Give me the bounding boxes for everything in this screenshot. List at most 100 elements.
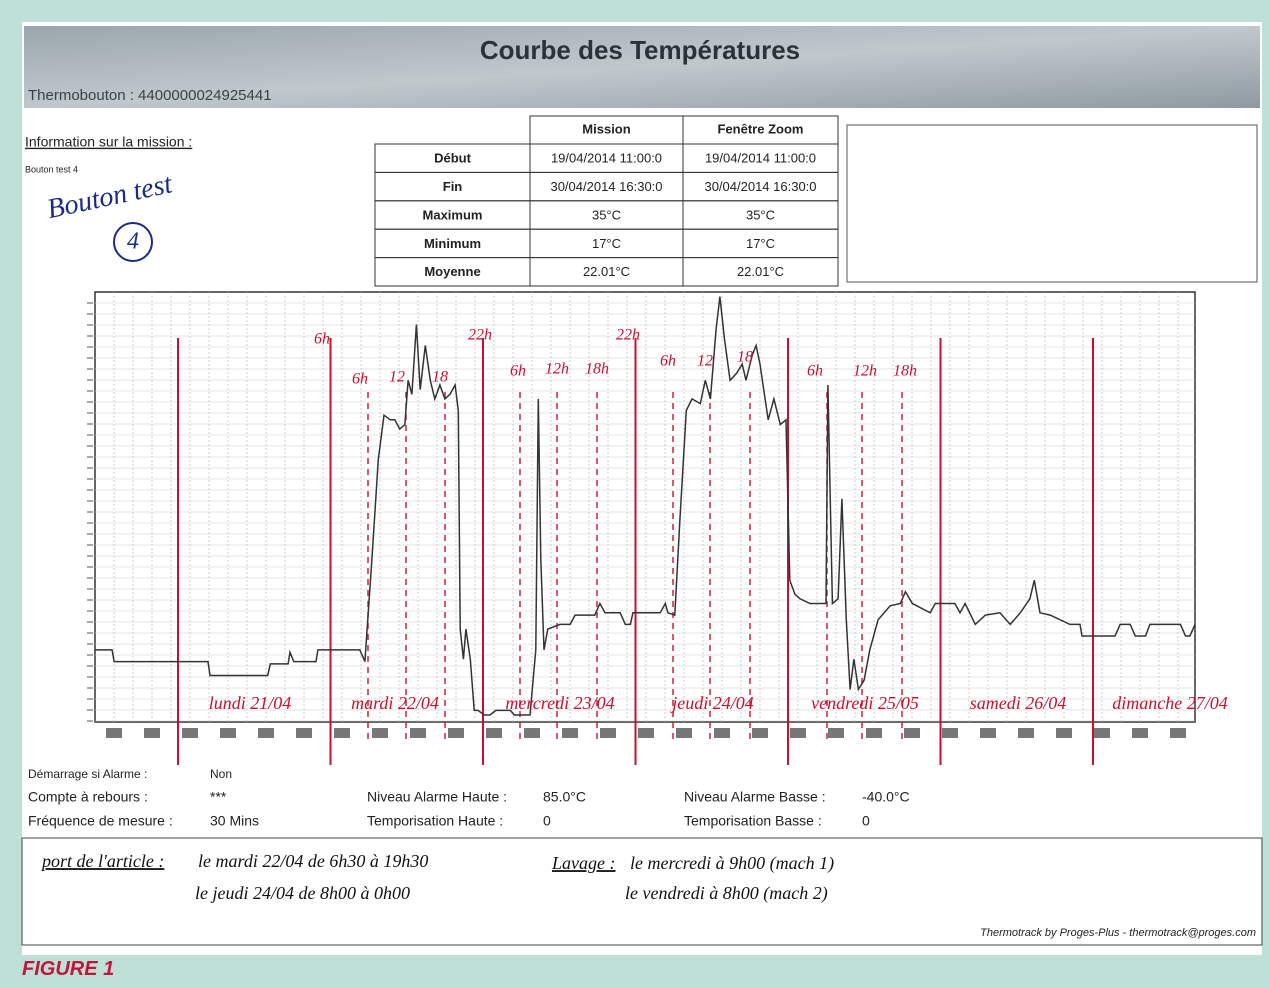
note-label: port de l'article : bbox=[40, 851, 164, 871]
day-label: dimanche 27/04 bbox=[1112, 693, 1227, 713]
x-axis-notch bbox=[486, 728, 502, 738]
hour-label: 22h bbox=[468, 327, 492, 344]
x-axis-notch bbox=[562, 728, 578, 738]
setting-label: Niveau Alarme Haute : bbox=[367, 789, 507, 805]
x-axis-notch bbox=[790, 728, 806, 738]
day-label: vendredi 25/05 bbox=[811, 693, 919, 713]
x-axis-notch bbox=[220, 728, 236, 738]
table-column-header: Fenêtre Zoom bbox=[718, 121, 804, 136]
x-axis-notch bbox=[942, 728, 958, 738]
body: Courbe des Températures Thermobouton : 4… bbox=[0, 0, 1270, 988]
temperature-line bbox=[95, 297, 1195, 715]
setting-value: -40.0°C bbox=[862, 789, 910, 805]
day-label: jeudi 24/04 bbox=[670, 693, 754, 713]
page: Courbe des Températures {"header": {"tit… bbox=[0, 0, 1270, 988]
table-row-label: Fin bbox=[443, 179, 463, 194]
setting-label: Temporisation Basse : bbox=[684, 813, 822, 829]
x-axis-notch bbox=[448, 728, 464, 738]
setting-value: Non bbox=[210, 767, 232, 781]
hour-label: 6h bbox=[510, 363, 526, 380]
table-cell: 30/04/2014 16:30:0 bbox=[704, 179, 816, 194]
hour-label: 12h bbox=[545, 361, 569, 378]
hour-label: 12h bbox=[853, 363, 877, 380]
setting-label: Niveau Alarme Basse : bbox=[684, 789, 826, 805]
x-axis-notch bbox=[524, 728, 540, 738]
note-label: Lavage : bbox=[551, 853, 615, 873]
x-axis-notch bbox=[1056, 728, 1072, 738]
hour-label: 18h bbox=[585, 361, 609, 378]
page-drawing: Courbe des Températures Thermobouton : 4… bbox=[0, 0, 1270, 988]
x-axis-notch bbox=[334, 728, 350, 738]
x-axis-notch bbox=[1170, 728, 1186, 738]
handwritten-number: 4 bbox=[127, 229, 139, 255]
table-row-label: Minimum bbox=[424, 236, 481, 251]
hour-label: 6h bbox=[660, 353, 676, 370]
x-axis-notch bbox=[600, 728, 616, 738]
x-axis-notch bbox=[904, 728, 920, 738]
device-id: Thermobouton : 4400000024925441 bbox=[28, 87, 272, 104]
setting-value: 0 bbox=[862, 813, 870, 829]
note-line: le jeudi 24/04 de 8h00 à 0h00 bbox=[195, 883, 410, 903]
hour-label: 12 bbox=[697, 353, 713, 370]
mission-name: Bouton test 4 bbox=[25, 164, 78, 174]
x-axis-notch bbox=[828, 728, 844, 738]
x-axis-notch bbox=[106, 728, 122, 738]
setting-label: Démarrage si Alarme : bbox=[28, 767, 147, 781]
table-cell: 35°C bbox=[746, 207, 775, 222]
setting-label: Compte à rebours : bbox=[28, 789, 148, 805]
x-axis-notch bbox=[1132, 728, 1148, 738]
hour-label: 22h bbox=[616, 327, 640, 344]
day-label: samedi 26/04 bbox=[970, 693, 1067, 713]
x-axis-notch bbox=[980, 728, 996, 738]
x-axis-notch bbox=[144, 728, 160, 738]
note-line: le vendredi à 8h00 (mach 2) bbox=[625, 883, 828, 904]
hour-label: 6h bbox=[807, 363, 823, 380]
x-axis-notch bbox=[676, 728, 692, 738]
table-cell: 22.01°C bbox=[583, 264, 630, 279]
x-axis-notch bbox=[638, 728, 654, 738]
hour-label: 18 bbox=[432, 369, 448, 386]
x-axis-notch bbox=[258, 728, 274, 738]
x-axis-notch bbox=[1094, 728, 1110, 738]
caption: FIGURE 1 bbox=[22, 958, 114, 981]
setting-value: *** bbox=[210, 789, 227, 805]
footer: Thermotrack by Proges-Plus - thermotrack… bbox=[980, 927, 1256, 939]
x-axis-notch bbox=[410, 728, 426, 738]
note-line: le mercredi à 9h00 (mach 1) bbox=[630, 853, 834, 874]
day-label: mardi 22/04 bbox=[351, 693, 439, 713]
table-cell: 19/04/2014 11:00:0 bbox=[551, 151, 662, 166]
handwritten-name: Bouton test bbox=[44, 168, 176, 225]
table-cell: 30/04/2014 16:30:0 bbox=[550, 179, 662, 194]
setting-value: 30 Mins bbox=[210, 813, 259, 829]
table-cell: 35°C bbox=[592, 207, 621, 222]
x-axis-notch bbox=[1018, 728, 1034, 738]
note-line: le mardi 22/04 de 6h30 à 19h30 bbox=[198, 851, 428, 871]
x-axis-notch bbox=[752, 728, 768, 738]
hour-label: 12 bbox=[389, 369, 405, 386]
setting-label: Temporisation Haute : bbox=[367, 813, 503, 829]
x-axis-notch bbox=[372, 728, 388, 738]
table-row-label: Moyenne bbox=[424, 264, 480, 279]
hour-label: 6h bbox=[314, 331, 330, 348]
hour-label: 6h bbox=[352, 371, 368, 388]
table-cell: 17°C bbox=[592, 236, 621, 251]
x-axis-notch bbox=[714, 728, 730, 738]
day-label: lundi 21/04 bbox=[209, 693, 292, 713]
hour-label: 18h bbox=[893, 363, 917, 380]
setting-value: 85.0°C bbox=[543, 789, 586, 805]
empty-box bbox=[847, 125, 1257, 282]
table-cell: 19/04/2014 11:00:0 bbox=[705, 151, 816, 166]
x-axis-notch bbox=[182, 728, 198, 738]
table-cell: 17°C bbox=[746, 236, 775, 251]
table-cell: 22.01°C bbox=[737, 264, 784, 279]
hour-label: 18 bbox=[737, 349, 753, 366]
setting-value: 0 bbox=[543, 813, 551, 829]
plot-frame bbox=[95, 292, 1195, 722]
setting-label: Fréquence de mesure : bbox=[28, 813, 173, 829]
table-row-label: Début bbox=[434, 151, 472, 166]
table-row-label: Maximum bbox=[423, 207, 483, 222]
table-column-header: Mission bbox=[582, 121, 630, 136]
x-axis-notch bbox=[866, 728, 882, 738]
day-label: mercredi 23/04 bbox=[505, 693, 614, 713]
title: Courbe des Températures bbox=[480, 35, 800, 65]
